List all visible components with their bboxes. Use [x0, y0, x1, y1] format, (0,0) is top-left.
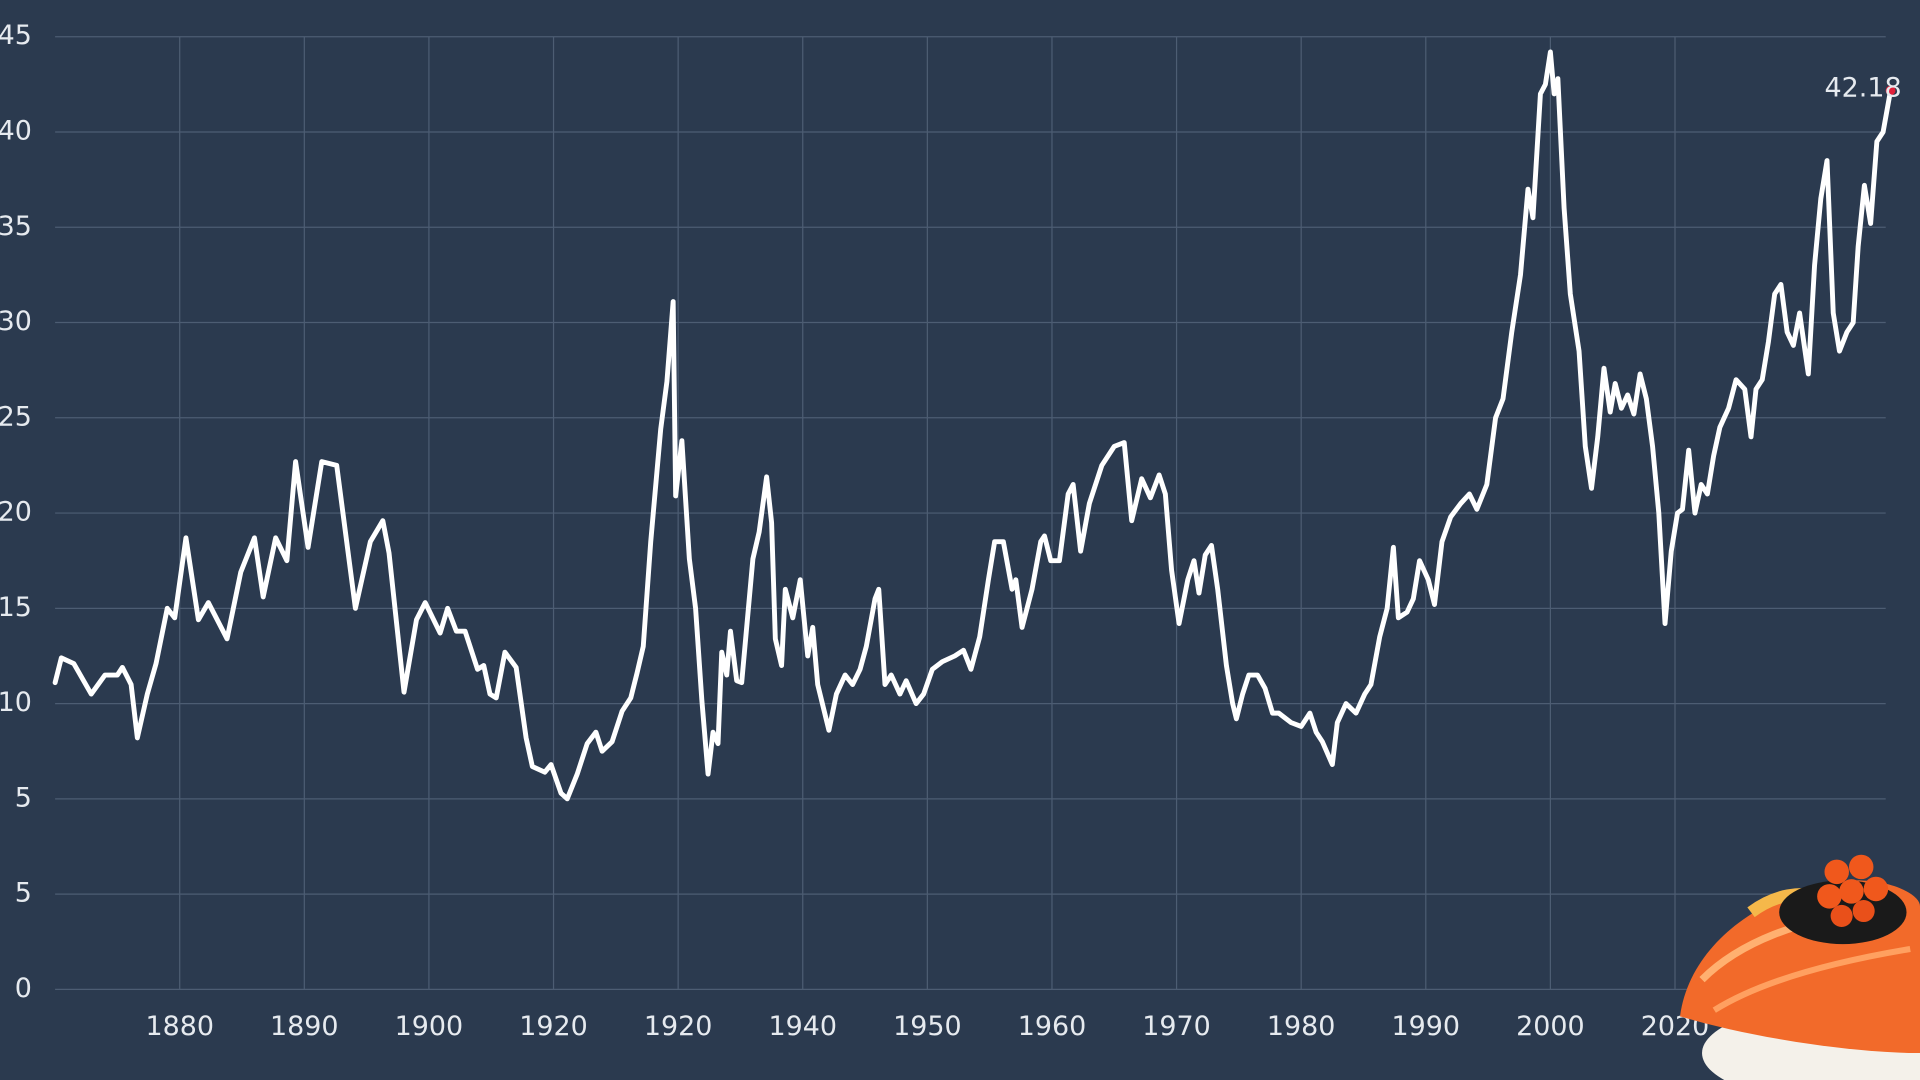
x-tick-label: 1920 [519, 1011, 588, 1042]
y-tick-label: 15 [0, 592, 32, 623]
y-tick-label: 5 [15, 878, 32, 909]
plot [52, 49, 1896, 802]
y-tick-label: 45 [0, 20, 32, 51]
labels: 0 5 5 10 15 20 25 30 35 40 45 1880 1890 1900 1920 1920 1… [0, 20, 1902, 1042]
x-tick-label: 1890 [270, 1011, 339, 1042]
x-tick-label: 1900 [395, 1011, 464, 1042]
grid [55, 36, 1886, 990]
x-tick-label: 1980 [1267, 1011, 1336, 1042]
x-tick-label: 1960 [1018, 1011, 1087, 1042]
y-tick-label: 40 [0, 116, 32, 147]
y-tick-label: 35 [0, 211, 32, 242]
y-tick-label: 5 [15, 782, 32, 813]
x-tick-label: 1880 [145, 1011, 214, 1042]
x-tick-label: 1970 [1142, 1011, 1211, 1042]
sushi-decoration [1680, 854, 1920, 1080]
x-tick-label: 2000 [1516, 1011, 1585, 1042]
x-tick-label: 1920 [644, 1011, 713, 1042]
end-marker [1885, 85, 1896, 96]
y-tick-label: 25 [0, 401, 32, 432]
x-tick-label: 1990 [1392, 1011, 1461, 1042]
y-tick-label: 0 [15, 973, 32, 1004]
x-tick-label: 1950 [893, 1011, 962, 1042]
y-tick-label: 20 [0, 497, 32, 528]
y-tick-label: 10 [0, 687, 32, 718]
y-tick-label: 30 [0, 306, 32, 337]
x-tick-label: 1940 [768, 1011, 837, 1042]
last-value-label: 42.18 [1825, 73, 1902, 104]
line-series [52, 49, 1894, 802]
